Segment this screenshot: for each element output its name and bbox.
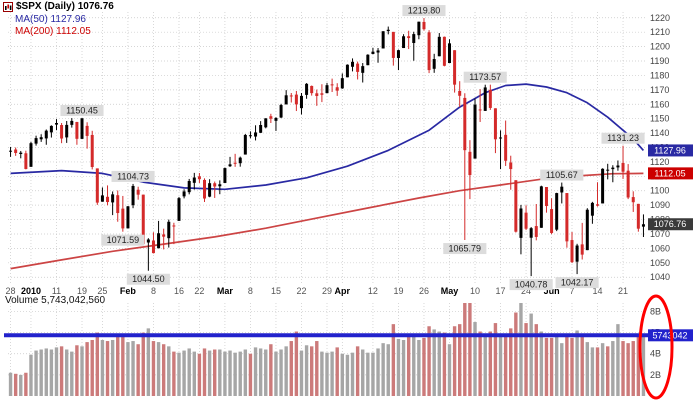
svg-text:Mar: Mar [217, 286, 234, 296]
svg-text:1076.76: 1076.76 [654, 219, 687, 229]
svg-text:8B: 8B [650, 306, 661, 316]
svg-text:1112.05: 1112.05 [654, 168, 685, 178]
svg-text:2010: 2010 [21, 286, 41, 296]
ma50-legend: MA(50) 1127.96 [15, 14, 86, 25]
svg-text:11: 11 [52, 286, 61, 296]
svg-text:1131.23: 1131.23 [607, 133, 639, 143]
svg-text:1150.45: 1150.45 [66, 106, 98, 116]
svg-text:1040.78: 1040.78 [515, 280, 548, 290]
svg-text:1140: 1140 [650, 128, 669, 138]
svg-text:21: 21 [618, 286, 628, 296]
svg-text:2B: 2B [650, 370, 661, 380]
svg-text:26: 26 [419, 286, 429, 296]
svg-text:1042.17: 1042.17 [561, 278, 594, 288]
svg-text:1065.79: 1065.79 [449, 244, 482, 254]
svg-text:4B: 4B [650, 349, 661, 359]
svg-text:1190: 1190 [650, 56, 669, 66]
svg-text:22: 22 [296, 286, 306, 296]
svg-text:24: 24 [521, 286, 531, 296]
svg-text:17: 17 [496, 286, 506, 296]
symbol-title: $SPX (Daily) 1076.76 [16, 1, 114, 12]
svg-text:22: 22 [194, 286, 204, 296]
svg-text:1220: 1220 [650, 13, 670, 23]
svg-text:25: 25 [97, 286, 107, 296]
svg-text:1210: 1210 [650, 27, 670, 37]
ma200-legend: MA(200) 1112.05 [15, 26, 91, 37]
svg-text:1071.59: 1071.59 [107, 235, 140, 245]
svg-text:1127.96: 1127.96 [654, 145, 686, 155]
chart-title-row: $SPX (Daily) 1076.76 [3, 1, 114, 12]
svg-text:1090: 1090 [650, 200, 670, 210]
svg-text:19: 19 [393, 286, 403, 296]
svg-text:28: 28 [6, 286, 16, 296]
svg-text:1105.67: 1105.67 [546, 170, 578, 180]
svg-text:16: 16 [174, 286, 184, 296]
svg-text:1104.73: 1104.73 [117, 171, 149, 181]
svg-text:1044.50: 1044.50 [132, 274, 165, 284]
svg-text:1040: 1040 [650, 272, 670, 282]
svg-text:1150: 1150 [650, 114, 669, 124]
svg-text:7: 7 [569, 286, 574, 296]
svg-text:May: May [441, 286, 459, 296]
svg-text:1180: 1180 [650, 70, 669, 80]
svg-text:5743042: 5743042 [652, 330, 687, 340]
svg-text:14: 14 [593, 286, 603, 296]
svg-text:Jun: Jun [544, 286, 560, 296]
svg-text:1070: 1070 [650, 229, 670, 239]
svg-text:1200: 1200 [650, 42, 670, 52]
volume-legend: Volume 5,743,042,560 [5, 295, 106, 306]
svg-text:Apr: Apr [335, 286, 351, 296]
svg-text:1173.57: 1173.57 [469, 72, 501, 82]
svg-text:8: 8 [248, 286, 253, 296]
svg-text:1170: 1170 [650, 85, 669, 95]
svg-text:1100: 1100 [650, 186, 669, 196]
svg-text:15: 15 [271, 286, 281, 296]
svg-text:1120: 1120 [650, 157, 669, 167]
mini-chart-icon [3, 1, 13, 12]
svg-text:1219.80: 1219.80 [408, 6, 441, 16]
svg-text:12: 12 [368, 286, 378, 296]
svg-text:29: 29 [322, 286, 332, 296]
svg-text:8: 8 [151, 286, 156, 296]
svg-text:1050: 1050 [650, 258, 670, 268]
svg-text:1060: 1060 [650, 243, 670, 253]
svg-text:1160: 1160 [650, 99, 669, 109]
svg-text:19: 19 [77, 286, 87, 296]
svg-text:Feb: Feb [120, 286, 137, 296]
svg-text:10: 10 [470, 286, 480, 296]
